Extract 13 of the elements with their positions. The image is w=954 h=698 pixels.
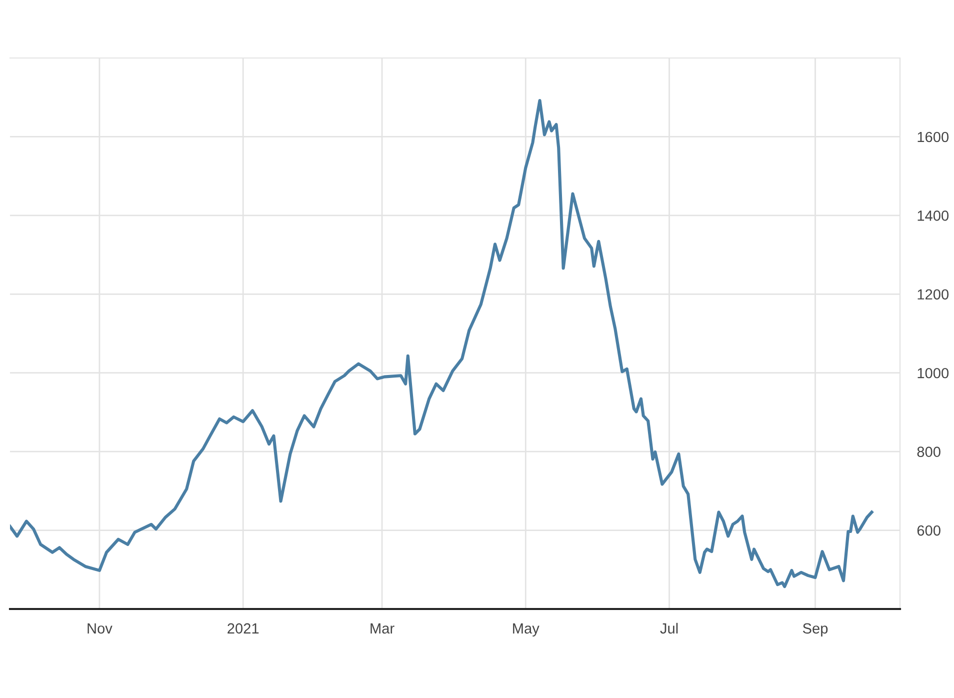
x-tick-label: Mar: [370, 623, 394, 634]
y-tick-label: 1200: [918, 289, 949, 300]
y-tick-label: 600: [917, 525, 940, 536]
x-tick-label: May: [513, 623, 540, 636]
x-tick-label: Sep: [802, 623, 828, 636]
x-tick-label: Jul: [660, 622, 678, 634]
y-tick-label: 1000: [918, 368, 949, 378]
line-series: [10, 98, 874, 588]
y-tick-label: 1400: [918, 210, 949, 221]
y-tick-label: 1600: [918, 132, 949, 142]
x-tick-label: Nov: [88, 623, 112, 634]
x-tick-label: 2021: [228, 623, 259, 634]
y-tick-label: 800: [917, 446, 940, 457]
